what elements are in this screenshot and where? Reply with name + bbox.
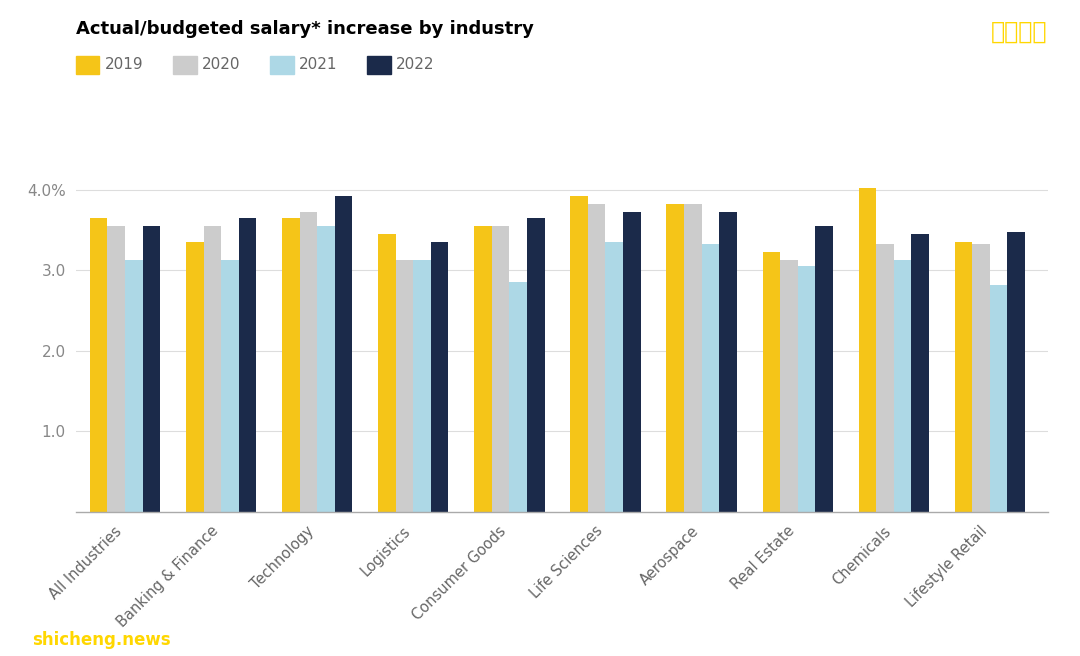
Bar [527, 218, 544, 512]
Bar [588, 204, 606, 512]
Bar [395, 260, 414, 512]
Bar [1008, 232, 1025, 512]
Bar [955, 242, 972, 512]
Bar [108, 226, 125, 512]
Bar [335, 196, 352, 512]
Bar [221, 260, 239, 512]
Bar [798, 266, 815, 512]
Bar [780, 260, 798, 512]
Bar [414, 260, 431, 512]
Bar [143, 226, 160, 512]
Bar [125, 260, 143, 512]
Bar [491, 226, 510, 512]
Bar [299, 212, 318, 512]
Text: 狮城新闻: 狮城新闻 [991, 20, 1048, 44]
Bar [570, 196, 588, 512]
Text: 2019: 2019 [105, 58, 144, 72]
Bar [378, 234, 395, 512]
Text: Actual/budgeted salary* increase by industry: Actual/budgeted salary* increase by indu… [76, 20, 534, 37]
Bar [719, 212, 737, 512]
Bar [623, 212, 640, 512]
Bar [762, 253, 780, 512]
Bar [203, 226, 221, 512]
Bar [606, 242, 623, 512]
Bar [510, 282, 527, 512]
Bar [972, 245, 990, 512]
Bar [702, 245, 719, 512]
Text: 2020: 2020 [202, 58, 241, 72]
Bar [894, 260, 912, 512]
Bar [282, 218, 299, 512]
Bar [876, 245, 894, 512]
Bar [318, 226, 335, 512]
Bar [90, 218, 108, 512]
Text: 2021: 2021 [299, 58, 338, 72]
Text: 2022: 2022 [396, 58, 435, 72]
Bar [912, 234, 929, 512]
Bar [186, 242, 203, 512]
Bar [666, 204, 684, 512]
Bar [815, 226, 833, 512]
Text: shicheng.news: shicheng.news [32, 632, 171, 649]
Bar [684, 204, 702, 512]
Bar [990, 285, 1008, 512]
Bar [474, 226, 491, 512]
Bar [239, 218, 256, 512]
Bar [859, 188, 876, 512]
Bar [431, 242, 448, 512]
